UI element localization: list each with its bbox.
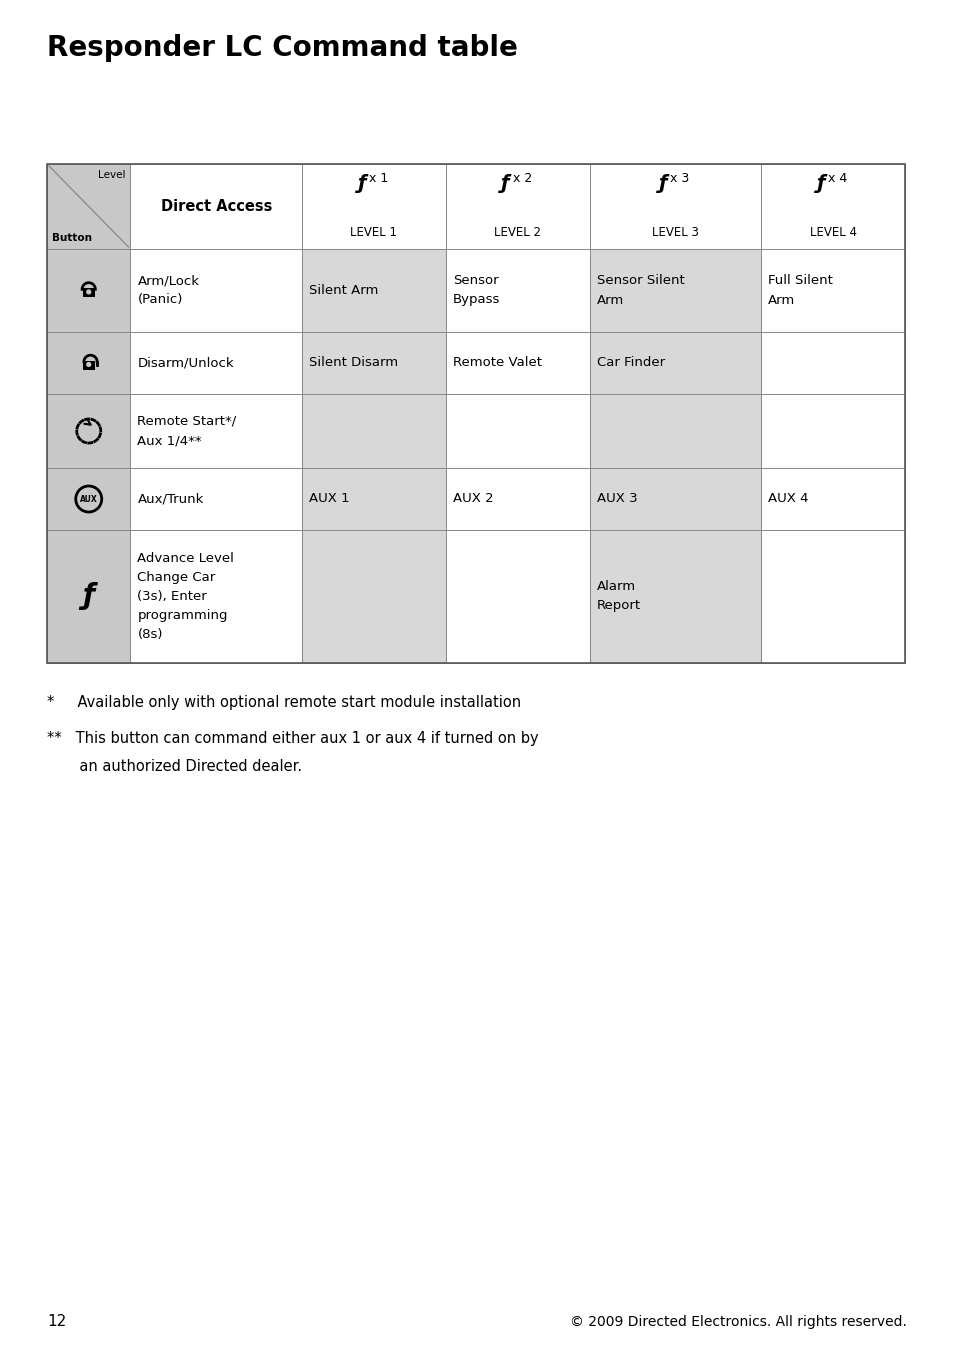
Bar [445,249,589,332]
Text: AUX: AUX [80,495,97,503]
Bar [445,530,589,663]
Text: LEVEL 1: LEVEL 1 [350,226,397,239]
Text: Remote Valet: Remote Valet [453,356,541,370]
Circle shape [87,363,91,367]
Bar [760,467,904,530]
Bar [83,288,94,298]
Bar [760,164,904,249]
Text: Silent Arm: Silent Arm [309,284,378,298]
Text: LEVEL 4: LEVEL 4 [809,226,856,239]
Bar [47,530,131,663]
Text: Remote Start*/
Aux 1/4**: Remote Start*/ Aux 1/4** [137,414,236,447]
Text: ƒ: ƒ [500,174,509,193]
Text: LEVEL 3: LEVEL 3 [651,226,699,239]
Bar [445,394,589,467]
Text: ƒ: ƒ [659,174,667,193]
Text: AUX 4: AUX 4 [767,492,808,506]
Text: ƒ: ƒ [83,583,94,610]
Text: Responder LC Command table: Responder LC Command table [47,34,517,63]
Bar [302,467,445,530]
Text: AUX 2: AUX 2 [453,492,493,506]
Bar [302,394,445,467]
Text: Aux/Trunk: Aux/Trunk [137,492,204,506]
Text: © 2009 Directed Electronics. All rights reserved.: © 2009 Directed Electronics. All rights … [570,1316,906,1329]
Bar [589,332,760,394]
Bar [302,530,445,663]
Bar [83,360,94,370]
Text: Alarm
Report: Alarm Report [596,580,640,613]
Text: Button: Button [52,232,91,243]
Text: Silent Disarm: Silent Disarm [309,356,397,370]
Text: ƒ: ƒ [816,174,824,193]
Bar [760,530,904,663]
Bar [47,394,131,467]
Bar [445,164,589,249]
Text: Car Finder: Car Finder [596,356,664,370]
Bar [760,332,904,394]
Bar [131,467,302,530]
Text: AUX 1: AUX 1 [309,492,350,506]
Text: x 4: x 4 [827,173,846,185]
Bar [445,467,589,530]
Text: 12: 12 [47,1314,66,1329]
Text: x 1: x 1 [369,173,388,185]
Bar [589,467,760,530]
Text: x 3: x 3 [670,173,689,185]
Text: Disarm/Unlock: Disarm/Unlock [137,356,233,370]
Bar [589,530,760,663]
Text: LEVEL 2: LEVEL 2 [494,226,540,239]
Text: Level: Level [98,170,126,179]
Text: ƒ: ƒ [357,174,366,193]
Bar [131,394,302,467]
Text: Full Silent
Arm: Full Silent Arm [767,275,832,307]
Bar [302,249,445,332]
Text: *     Available only with optional remote start module installation: * Available only with optional remote st… [47,694,520,709]
Text: Direct Access: Direct Access [160,198,272,213]
Text: x 2: x 2 [512,173,532,185]
Bar [47,164,131,249]
Text: **   This button can command either aux 1 or aux 4 if turned on by: ** This button can command either aux 1 … [47,731,538,746]
Bar [131,332,302,394]
Text: an authorized Directed dealer.: an authorized Directed dealer. [47,758,302,775]
Text: Sensor
Bypass: Sensor Bypass [453,275,499,307]
Bar [302,332,445,394]
Text: AUX 3: AUX 3 [596,492,637,506]
Text: Advance Level
Change Car
(3s), Enter
programming
(8s): Advance Level Change Car (3s), Enter pro… [137,552,234,641]
Bar [760,249,904,332]
Bar [47,164,904,663]
Bar [47,467,131,530]
Text: Sensor Silent
Arm: Sensor Silent Arm [596,275,683,307]
Bar [760,394,904,467]
Bar [589,164,760,249]
Bar [589,249,760,332]
Bar [131,164,302,249]
Text: Arm/Lock
(Panic): Arm/Lock (Panic) [137,275,199,307]
Bar [47,249,131,332]
Bar [131,249,302,332]
Bar [47,332,131,394]
Bar [302,164,445,249]
Bar [445,332,589,394]
Circle shape [87,289,91,294]
Bar [131,530,302,663]
Bar [589,394,760,467]
